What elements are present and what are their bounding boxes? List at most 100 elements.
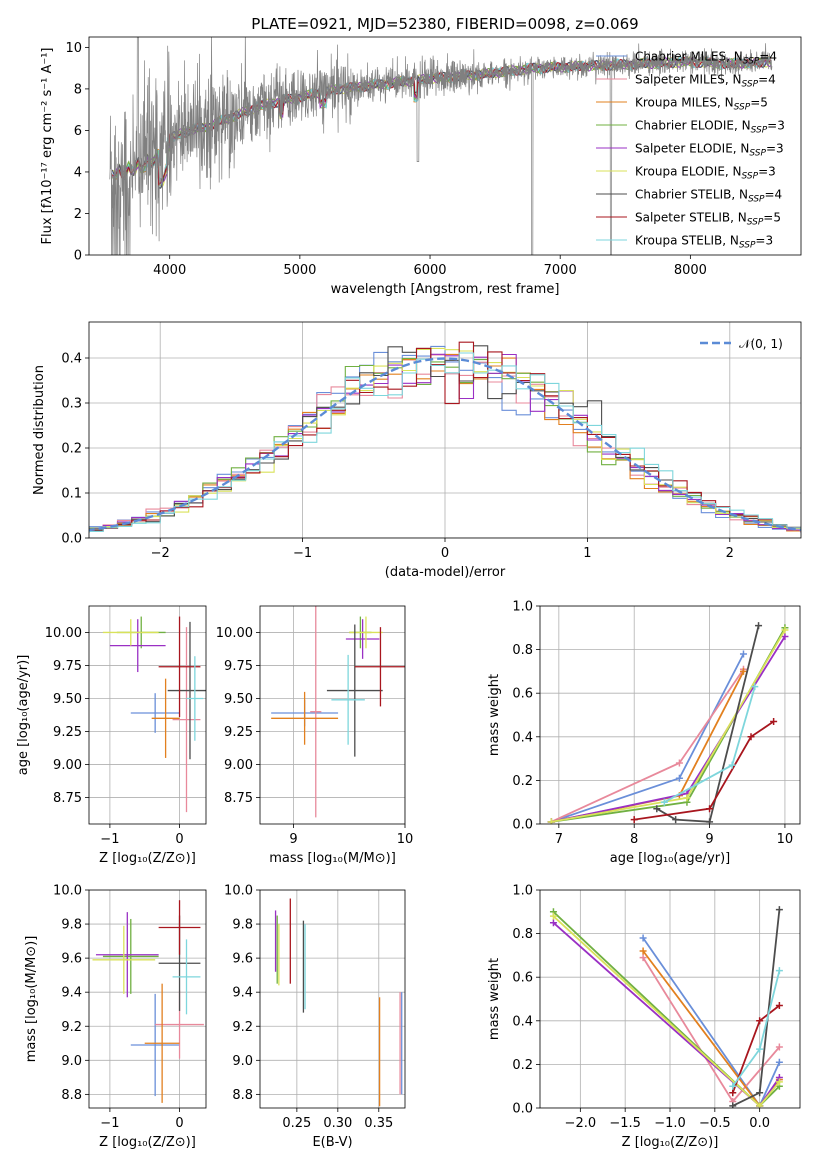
y-tick-label: 0.0: [512, 818, 533, 833]
weight-line: [634, 720, 775, 821]
y-tick-label: 8.8: [61, 1088, 82, 1103]
age-vs-mass-panel: 9 10 8.75 9.00 9.25 9.50 9.75 10.00 mass [log₁₀(…: [216, 605, 414, 866]
x-tick-label: 5000: [283, 263, 316, 278]
weight-vs-z-panel: −2.0 −1.5 −1.0 −0.5 0.0 0.0 0.2 0.4 0.6 0.8 1.0 Z […: [487, 884, 801, 1150]
errorbar-point: [354, 627, 405, 707]
y-tick-label: 9.50: [224, 692, 253, 707]
weight-marker: [739, 667, 747, 675]
y-tick-label: 9.00: [53, 758, 82, 773]
x-tick-label: −1: [100, 832, 119, 847]
weight-marker: [639, 947, 647, 955]
residuals-plot-area: [89, 322, 801, 538]
axes-frame: [88, 321, 802, 539]
x-tick-label: 2: [726, 546, 734, 561]
y-tick-label: 10: [65, 41, 82, 56]
errorbar-point: [151, 678, 180, 758]
x-tick-label: 1: [583, 546, 591, 561]
y-tick-label: 9.50: [53, 692, 82, 707]
x-tick-label: 0.35: [364, 1116, 393, 1131]
errorbar-point: [102, 619, 159, 646]
y-tick-label: 10.00: [45, 626, 82, 641]
errorbar-point: [102, 918, 159, 994]
axes-frame: [539, 605, 801, 825]
residuals-panel: −2 −1 0 1 2 0.0 0.1 0.2 0.3 0.4 (data-model)/error…: [32, 321, 802, 580]
x-tick-label: −0.5: [699, 1116, 731, 1131]
y-tick-label: 9.8: [232, 918, 253, 933]
x-tick-label: 4000: [153, 263, 186, 278]
y-tick-label: 10.0: [224, 884, 253, 899]
x-tick-label: −1.5: [609, 1116, 641, 1131]
x-tick-label: −2: [151, 546, 170, 561]
weight-line: [552, 911, 781, 1108]
weight-marker: [728, 761, 736, 769]
x-axis-label: Z [log₁₀(Z/Z⊙)]: [99, 1135, 196, 1150]
y-tick-label: 9.25: [224, 725, 253, 740]
weight-marker: [781, 626, 789, 634]
x-tick-label: 9: [289, 832, 297, 847]
y-tick-label: 8: [74, 82, 82, 97]
y-tick-label: 10.00: [216, 626, 253, 641]
y-tick-label: 8.8: [232, 1088, 253, 1103]
y-tick-label: 9.75: [53, 659, 82, 674]
weight-line: [551, 653, 745, 823]
weight-marker: [751, 683, 759, 691]
y-tick-label: 9.8: [61, 918, 82, 933]
axes-frame: [539, 889, 801, 1109]
weight-marker: [775, 906, 783, 914]
weight-marker: [770, 718, 778, 726]
y-tick-label: 10.0: [53, 884, 82, 899]
weight-marker: [775, 1078, 783, 1086]
axes-frame: [259, 889, 406, 1109]
axes-frame: [88, 36, 802, 256]
mass-vs-ebv-panel: 0.25 0.30 0.35 8.8 9.0 9.2 9.4 9.6 9.8 10.0 E(B-V): [224, 884, 406, 1150]
y-tick-label: 9.2: [61, 1020, 82, 1035]
x-tick-label: 10: [397, 832, 414, 847]
x-tick-label: 9: [705, 832, 713, 847]
weight-vs-age-panel: 7 8 9 10 0.0 0.2 0.4 0.6 0.8 1.0 age [log₁₀(age/yr…: [487, 600, 801, 866]
errorbar-point: [144, 983, 180, 1103]
x-tick-label: 0.25: [282, 1116, 311, 1131]
age-vs-z-plot-area: [89, 606, 206, 824]
weight-marker: [756, 1102, 764, 1108]
y-tick-label: 0.4: [61, 352, 82, 367]
x-axis-label: mass [log₁₀(M/M⊙)]: [269, 851, 396, 866]
weight-marker: [630, 816, 638, 824]
errorbar-point: [130, 993, 180, 1097]
errorbar-point: [158, 616, 201, 717]
y-tick-label: 0.6: [512, 971, 533, 986]
y-tick-label: 0.2: [512, 774, 533, 789]
y-axis-label: mass weight: [487, 674, 502, 756]
x-tick-label: 7000: [544, 263, 577, 278]
weight-marker: [756, 1089, 764, 1097]
x-axis-label: Z [log₁₀(Z/Z⊙)]: [622, 1135, 719, 1150]
y-tick-label: 9.0: [61, 1054, 82, 1069]
age-vs-mass-plot-area: [260, 606, 405, 824]
errorbar-point: [172, 627, 201, 813]
y-tick-label: 0.2: [512, 1058, 533, 1073]
weight-marker: [549, 919, 557, 927]
y-tick-label: 0: [74, 249, 82, 264]
errorbar-point: [109, 619, 166, 673]
x-axis-label: E(B-V): [312, 1135, 352, 1150]
weight-marker: [747, 733, 755, 741]
weight-vs-z-plot-area: [540, 890, 800, 1108]
weight-marker: [775, 967, 783, 975]
y-tick-label: 2: [74, 207, 82, 222]
y-tick-label: 0.2: [61, 442, 82, 457]
x-tick-label: 10: [777, 832, 794, 847]
y-tick-label: 8.75: [224, 791, 253, 806]
weight-line: [642, 950, 781, 1108]
errorbar-point: [186, 656, 204, 741]
errorbar-point: [271, 691, 339, 745]
y-axis-label: mass weight: [487, 958, 502, 1040]
weight-marker: [653, 805, 661, 813]
weight-marker: [672, 816, 680, 824]
observed-spectrum-line: [109, 37, 773, 255]
y-tick-label: 9.0: [232, 1054, 253, 1069]
y-axis-label: mass [log₁₀(M/M⊙)]: [24, 936, 39, 1063]
y-tick-label: 0.6: [512, 687, 533, 702]
mass-vs-ebv-plot-area: [260, 890, 405, 1108]
errorbar-point: [92, 925, 156, 994]
y-tick-label: 0.3: [61, 397, 82, 412]
